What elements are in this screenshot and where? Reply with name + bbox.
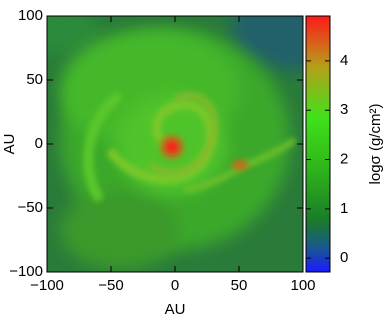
- x-tick-label: −100: [30, 277, 64, 294]
- y-tick-label: 50: [26, 71, 43, 88]
- density-image: [47, 16, 303, 272]
- colorbar-tick-label: 2: [340, 151, 348, 168]
- x-tick-label: 100: [290, 277, 315, 294]
- y-tick-label: −50: [18, 199, 43, 216]
- colorbar-tick-label: 0: [340, 249, 348, 266]
- colorbar-tick-label: 1: [340, 200, 348, 217]
- colorbar: [305, 15, 331, 273]
- colorbar-label: logσ (g/cm²): [367, 104, 384, 185]
- x-tick-label: 0: [171, 277, 179, 294]
- y-axis-label: AU: [1, 134, 18, 155]
- y-tick-label: −100: [9, 263, 43, 280]
- x-tick-label: 50: [231, 277, 248, 294]
- colorbar-tick-label: 4: [340, 52, 348, 69]
- y-tick-label: 0: [35, 135, 43, 152]
- colorbar-tick-label: 3: [340, 101, 348, 118]
- x-axis-label: AU: [165, 301, 186, 318]
- x-tick-label: −50: [98, 277, 123, 294]
- y-tick-label: 100: [18, 7, 43, 24]
